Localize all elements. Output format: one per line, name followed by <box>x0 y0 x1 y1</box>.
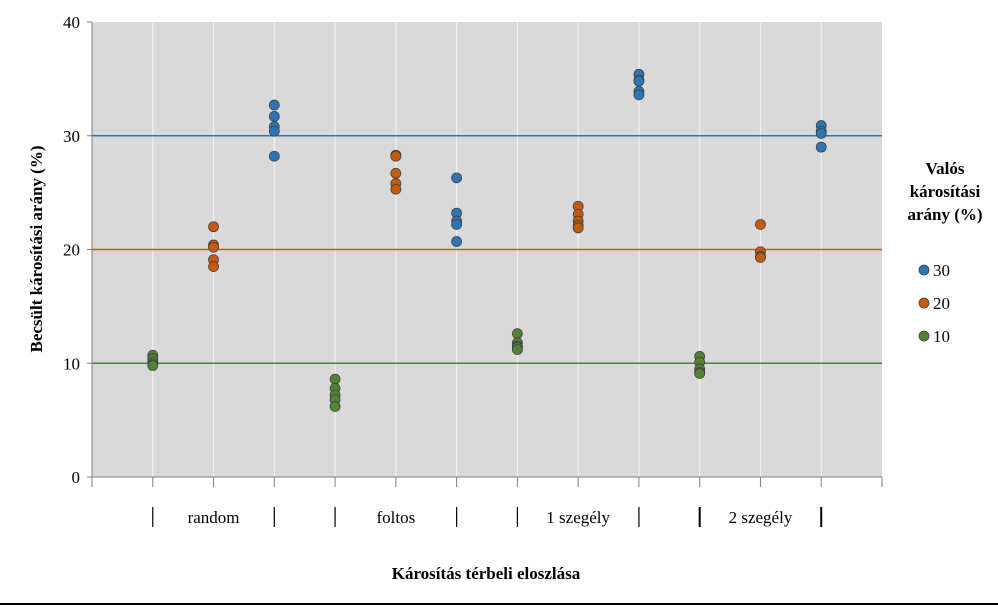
data-point <box>147 360 159 371</box>
data-point <box>755 252 766 263</box>
data-point <box>755 219 766 230</box>
data-point <box>633 89 645 101</box>
legend-label-20: 20 <box>933 294 950 313</box>
bottom-border <box>0 603 998 605</box>
data-point <box>633 75 645 87</box>
data-point <box>390 183 402 195</box>
y-tick-label: 10 <box>63 354 80 373</box>
category-label: foltos <box>376 508 415 527</box>
data-point <box>815 128 827 139</box>
axes: 0 10 20 30 40 <box>63 13 883 487</box>
data-point <box>268 111 280 122</box>
data-point <box>511 328 523 340</box>
data-point <box>329 401 341 412</box>
category-label: 2 szegély <box>729 508 793 527</box>
legend-title-line: károsítási <box>910 182 981 201</box>
data-point <box>268 125 280 137</box>
data-point <box>268 99 280 111</box>
data-point <box>208 261 219 272</box>
data-point <box>815 141 827 153</box>
category-label: random <box>188 508 240 527</box>
data-point <box>208 241 219 253</box>
legend: Valós károsítási arány (%) 30 20 10 <box>907 159 982 346</box>
legend-title-line: Valós <box>925 159 964 178</box>
legend-marker-10 <box>918 330 930 342</box>
legend-marker-20 <box>918 297 930 309</box>
legend-marker-30 <box>918 264 930 276</box>
y-axis-title: Becsült károsítási arány (%) <box>27 146 46 353</box>
data-point <box>511 344 523 356</box>
data-point <box>451 236 463 247</box>
y-tick-label: 0 <box>72 468 81 487</box>
data-point <box>451 219 463 230</box>
category-label: 1 szegély <box>546 508 610 527</box>
y-tick-label: 20 <box>63 241 80 260</box>
legend-label-30: 30 <box>933 261 950 280</box>
data-point <box>268 150 280 162</box>
y-tick-label: 30 <box>63 127 80 146</box>
data-point <box>390 167 402 179</box>
category-labels: random foltos 1 szegély 2 szegély <box>152 507 823 527</box>
data-point <box>208 221 219 233</box>
legend-label-10: 10 <box>933 327 950 346</box>
x-axis-title: Károsítás térbeli eloszlása <box>392 564 581 583</box>
reference-lines <box>92 135 882 364</box>
data-point <box>451 172 463 184</box>
legend-title-line: arány (%) <box>907 205 982 224</box>
data-point <box>694 368 706 379</box>
data-point <box>572 222 584 234</box>
y-tick-label: 40 <box>63 13 80 32</box>
data-points <box>147 68 827 412</box>
data-point <box>390 150 402 162</box>
data-point <box>329 373 341 385</box>
